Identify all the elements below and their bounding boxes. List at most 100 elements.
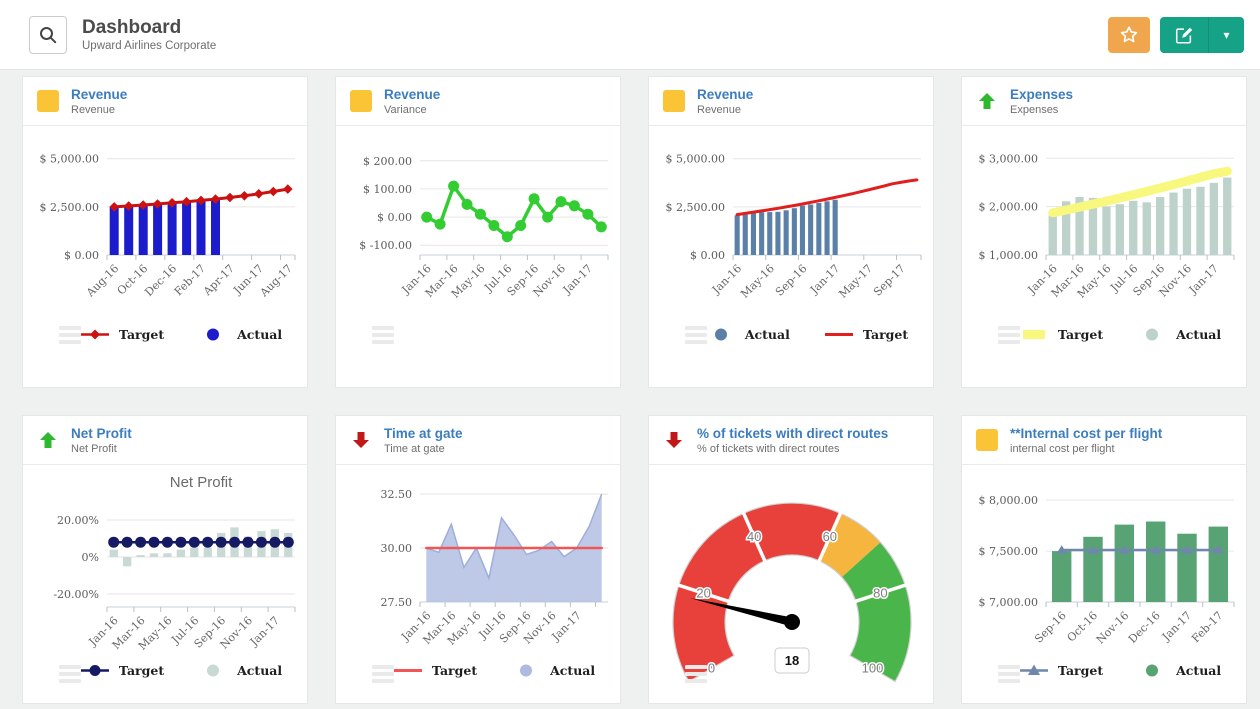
card-subtitle: Net Profit xyxy=(71,442,117,455)
card-menu-icon[interactable] xyxy=(998,665,1020,683)
svg-text:-20.00%: -20.00% xyxy=(53,588,99,601)
edit-button[interactable] xyxy=(1160,16,1208,53)
favorite-button[interactable] xyxy=(1108,16,1150,53)
legend-label: Target xyxy=(1057,663,1104,678)
card-heading: **Internal cost per flight internal cost… xyxy=(1010,426,1162,455)
caret-down-icon: ▾ xyxy=(1223,27,1230,42)
legend-item-actual[interactable]: Actual xyxy=(509,663,595,678)
card-heading: Revenue Revenue xyxy=(71,87,127,116)
card-title[interactable]: **Internal cost per flight xyxy=(1010,426,1163,441)
chart-legend: Target Actual xyxy=(992,663,1246,678)
svg-text:Nov-16: Nov-16 xyxy=(1094,608,1132,646)
legend-item-target[interactable]: Target xyxy=(1017,327,1103,342)
chart-card-net-profit: Net Profit Net Profit Net Profit -20.00% 0… xyxy=(22,415,308,704)
card-subtitle: Variance xyxy=(384,103,427,116)
title-block: Dashboard Upward Airlines Corporate xyxy=(82,17,1108,52)
legend-marker-circle xyxy=(207,664,220,677)
pencil-square-icon xyxy=(1175,27,1193,43)
legend-item-actual[interactable]: Actual xyxy=(196,327,282,342)
legend-marker-circle xyxy=(207,328,220,341)
page-title: Dashboard xyxy=(82,17,182,39)
chart-time-at-gate: 27.5030.0032.50Jan-16Mar-16May-16Jul-16S… xyxy=(381,488,608,647)
legend-item-target[interactable]: Target xyxy=(822,327,908,342)
star-icon xyxy=(1120,25,1138,42)
svg-text:$ -100.00: $ -100.00 xyxy=(359,239,412,252)
legend-marker-line-triangle xyxy=(1019,664,1048,675)
card-title[interactable]: % of tickets with direct routes xyxy=(697,426,889,441)
chart-revenue-1: $ 0.00$ 2,500.00$ 5,000.00Aug-16Oct-16De… xyxy=(40,152,296,299)
card-header: Expenses Expenses xyxy=(962,77,1246,126)
card-menu-icon[interactable] xyxy=(372,326,394,344)
card-menu-icon[interactable] xyxy=(59,665,81,683)
svg-text:$ 3,000.00: $ 3,000.00 xyxy=(979,152,1038,165)
card-title[interactable]: Revenue xyxy=(697,87,754,102)
svg-text:27.50: 27.50 xyxy=(381,596,413,609)
arrow-down-icon xyxy=(350,429,372,451)
chart-internal-cost: $ 7,000.00$ 7,500.00$ 8,000.00Sep-16Oct-… xyxy=(979,494,1235,646)
svg-text:$ 0.00: $ 0.00 xyxy=(690,249,725,262)
card-title[interactable]: Revenue xyxy=(71,87,128,102)
legend-marker-circle xyxy=(1146,328,1159,341)
svg-text:Jan-17: Jan-17 xyxy=(1159,608,1194,643)
edit-dropdown-button[interactable]: ▾ xyxy=(1208,16,1244,53)
chart-area: 27.50 30.00 32.50 Jan-16 Mar-16 May-16 Jul-16 S… xyxy=(336,465,620,677)
legend-item-actual[interactable]: Actual xyxy=(1135,327,1221,342)
svg-text:Dec-16: Dec-16 xyxy=(142,261,179,298)
chart-area: $ 0.00 $ 2,500.00 $ 5,000.00 Aug-16 Oct-16 De… xyxy=(23,126,307,333)
arrow-up-icon xyxy=(976,90,998,112)
svg-text:$ 2,500.00: $ 2,500.00 xyxy=(666,200,725,213)
legend-item-actual[interactable]: Actual xyxy=(196,663,282,678)
svg-text:Net Profit: Net Profit xyxy=(170,474,233,491)
card-title[interactable]: Revenue xyxy=(384,87,441,102)
svg-text:20.00%: 20.00% xyxy=(57,514,99,527)
legend-item-actual[interactable]: Actual xyxy=(704,327,790,342)
chart-legend: Target Actual xyxy=(53,327,307,342)
svg-text:32.50: 32.50 xyxy=(381,488,413,501)
card-subtitle: % of tickets with direct routes xyxy=(697,442,840,455)
card-menu-icon[interactable] xyxy=(685,665,707,683)
svg-text:May-17: May-17 xyxy=(836,261,875,300)
svg-text:$ 1,000.00: $ 1,000.00 xyxy=(979,249,1038,262)
chart-card-expenses: Expenses Expenses $ 1,000.00 $ 2,000.00 $ … xyxy=(961,76,1247,388)
card-menu-icon[interactable] xyxy=(59,326,81,344)
legend-item-target[interactable]: Target xyxy=(1017,663,1103,678)
svg-text:$ 0.00: $ 0.00 xyxy=(64,249,99,262)
card-title[interactable]: Net Profit xyxy=(71,426,132,441)
svg-text:40: 40 xyxy=(747,529,761,544)
svg-text:$ 2,500.00: $ 2,500.00 xyxy=(40,200,99,213)
chart-revenue-variance: $ -100.00$ 0.00$ 100.00$ 200.00Jan-16Mar… xyxy=(359,154,609,300)
svg-text:Dec-16: Dec-16 xyxy=(1126,608,1163,645)
chart-area: $ 0.00 $ 2,500.00 $ 5,000.00 Jan-16 May-16 Se… xyxy=(649,126,933,333)
legend-item-actual[interactable]: Actual xyxy=(1135,663,1221,678)
yellow-square-icon xyxy=(663,90,685,113)
svg-text:0%: 0% xyxy=(82,551,99,564)
chart-area: $ 1,000.00 $ 2,000.00 $ 3,000.00 Jan-16 Mar-… xyxy=(962,126,1246,333)
card-heading: Net Profit Net Profit xyxy=(71,426,132,455)
svg-text:Sep-16: Sep-16 xyxy=(1032,608,1069,645)
card-title[interactable]: Time at gate xyxy=(384,426,463,441)
chart-card-revenue-variance: Revenue Variance $ -100.00 $ 0.00 $ 100.00… xyxy=(335,76,621,388)
card-heading: Expenses Expenses xyxy=(1010,87,1073,116)
legend-marker-circle xyxy=(520,664,533,677)
card-heading: Revenue Variance xyxy=(384,87,440,116)
legend-item-target[interactable]: Target xyxy=(391,663,477,678)
legend-item-target[interactable]: Target xyxy=(78,327,164,342)
chart-legend: Actual Target xyxy=(679,327,933,342)
svg-text:Aug-17: Aug-17 xyxy=(257,261,295,299)
search-button[interactable] xyxy=(29,15,67,54)
yellow-square-icon xyxy=(350,90,372,113)
chart-direct-routes: 0 20 40 60 80 100 18 xyxy=(672,502,912,682)
legend-item-target[interactable]: Target xyxy=(78,663,164,678)
card-menu-icon[interactable] xyxy=(685,326,707,344)
arrow-down-icon xyxy=(663,429,685,451)
chart-card-internal-cost: **Internal cost per flight internal cost… xyxy=(961,415,1247,704)
svg-text:$ 2,000.00: $ 2,000.00 xyxy=(979,200,1038,213)
card-title[interactable]: Expenses xyxy=(1010,87,1074,102)
card-subtitle: internal cost per flight xyxy=(1010,442,1115,455)
card-menu-icon[interactable] xyxy=(372,665,394,683)
card-menu-icon[interactable] xyxy=(998,326,1020,344)
chart-expenses: $ 1,000.00$ 2,000.00$ 3,000.00Jan-16Mar-… xyxy=(979,152,1235,300)
legend-label: Actual xyxy=(1176,327,1222,342)
top-bar: Dashboard Upward Airlines Corporate ▾ xyxy=(0,0,1260,70)
card-heading: Time at gate Time at gate xyxy=(384,426,463,455)
